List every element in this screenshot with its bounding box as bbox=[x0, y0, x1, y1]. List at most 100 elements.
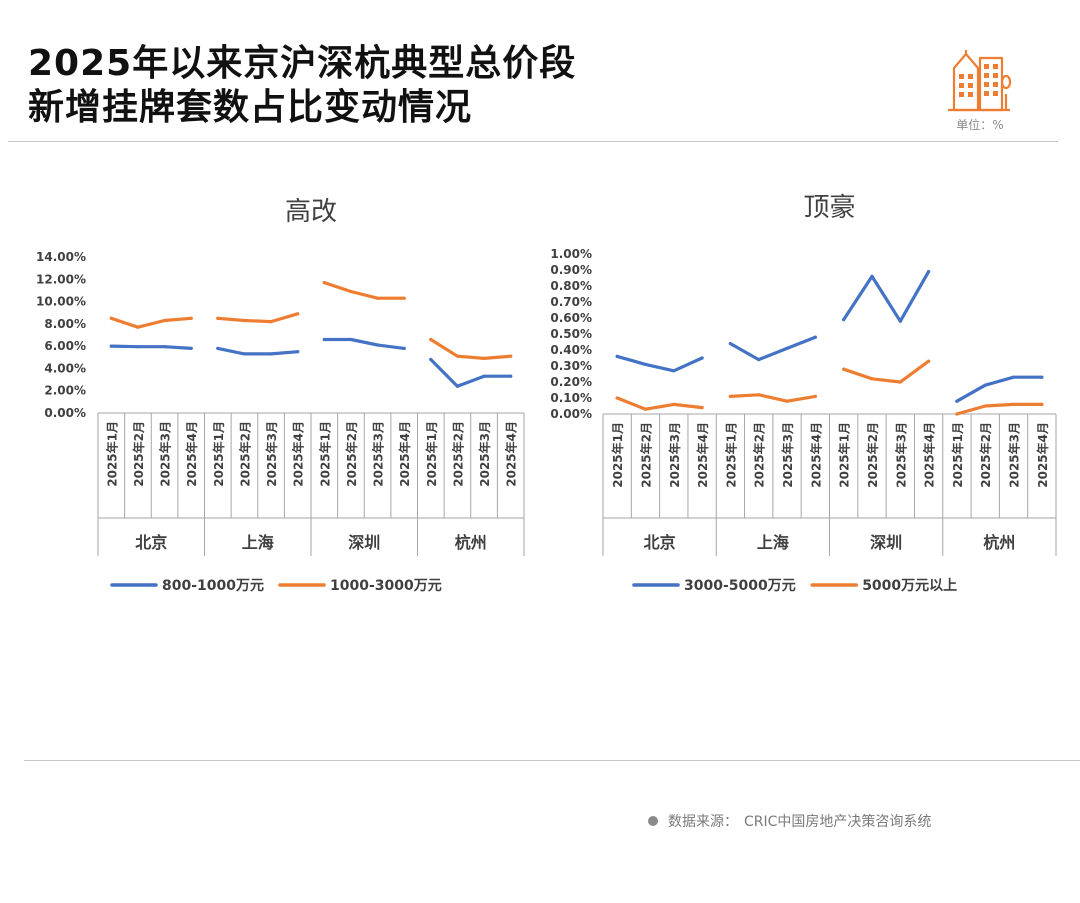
group-label: 杭州 bbox=[983, 533, 1015, 552]
data-point bbox=[482, 374, 486, 378]
data-point bbox=[136, 325, 140, 329]
x-tick-label: 2025年1月 bbox=[723, 422, 738, 488]
data-point bbox=[109, 344, 113, 348]
legend-label-1: 3000-5000万元 bbox=[684, 578, 796, 594]
data-point bbox=[728, 394, 733, 398]
data-point bbox=[189, 316, 193, 320]
data-point bbox=[926, 359, 931, 363]
y-tick-label: 0.50% bbox=[550, 327, 592, 341]
data-point bbox=[509, 354, 513, 358]
y-tick-label: 0.30% bbox=[550, 359, 592, 373]
series-line-2 bbox=[955, 402, 1044, 416]
data-point bbox=[216, 346, 220, 350]
y-tick-label: 10.00% bbox=[36, 295, 86, 309]
group-label: 北京 bbox=[135, 533, 167, 552]
x-tick-label: 2025年2月 bbox=[450, 421, 465, 487]
series-line-2 bbox=[842, 359, 931, 384]
data-point bbox=[509, 374, 513, 378]
x-tick-label: 2025年1月 bbox=[317, 421, 332, 487]
series-line-2 bbox=[728, 393, 817, 403]
data-point bbox=[898, 380, 902, 384]
data-point bbox=[429, 337, 433, 342]
data-point bbox=[375, 343, 380, 347]
data-point bbox=[842, 318, 846, 322]
data-point bbox=[296, 350, 300, 354]
y-tick-label: 0.20% bbox=[550, 375, 592, 389]
data-point bbox=[757, 358, 761, 362]
x-tick-label: 2025年3月 bbox=[371, 421, 386, 487]
legend-label-1: 800-1000万元 bbox=[162, 578, 264, 594]
data-point bbox=[482, 356, 486, 360]
data-point bbox=[615, 396, 619, 400]
x-tick-label: 2025年3月 bbox=[477, 421, 492, 487]
y-tick-label: 8.00% bbox=[44, 317, 86, 331]
data-point bbox=[189, 346, 193, 350]
title-line-2: 新增挂牌套数占比变动情况 bbox=[28, 87, 473, 128]
data-point bbox=[983, 383, 987, 387]
title-line-1: 2025年以来京沪深杭典型总价段 bbox=[28, 43, 577, 84]
x-tick-label: 2025年4月 bbox=[695, 422, 710, 488]
chart-luxury: 顶豪 0.00% 0.10% 0.20% 0.30% 0.40% 0.50% 0.60% 0.7… bbox=[550, 193, 1057, 594]
data-point bbox=[870, 274, 874, 278]
data-point bbox=[842, 367, 846, 371]
footer-divider bbox=[24, 760, 1080, 761]
legend-label-2: 5000万元以上 bbox=[862, 578, 957, 594]
y-tick-label: 6.00% bbox=[44, 339, 86, 353]
page-title: 2025年以来京沪深杭典型总价段 新增挂牌套数占比变动情况 bbox=[28, 42, 576, 130]
series-line-1 bbox=[955, 375, 1044, 403]
series-line-2 bbox=[216, 312, 300, 324]
y-tick-label: 0.80% bbox=[550, 279, 592, 293]
x-tick-label: 2025年3月 bbox=[667, 422, 682, 488]
data-point bbox=[700, 406, 704, 410]
data-point bbox=[402, 346, 406, 350]
data-point bbox=[813, 394, 817, 398]
x-tick-label: 2025年1月 bbox=[950, 422, 965, 488]
group-label: 上海 bbox=[757, 533, 789, 552]
data-point bbox=[615, 354, 619, 358]
data-point bbox=[296, 312, 300, 316]
data-point bbox=[1011, 402, 1016, 406]
data-point bbox=[322, 337, 326, 342]
x-tick-label: 2025年1月 bbox=[837, 422, 852, 488]
x-tick-label: 2025年4月 bbox=[504, 421, 519, 487]
series-line-2 bbox=[322, 281, 406, 300]
x-tick-label: 2025年1月 bbox=[104, 421, 119, 487]
data-point bbox=[983, 404, 987, 408]
series-line-1 bbox=[109, 344, 193, 350]
y-tick-label: 0.40% bbox=[550, 343, 592, 357]
x-tick-label: 2025年2月 bbox=[752, 422, 767, 488]
data-point bbox=[429, 357, 433, 362]
data-point bbox=[322, 281, 326, 285]
y-tick-label: 0.10% bbox=[550, 391, 592, 405]
data-point bbox=[898, 319, 902, 323]
y-tick-label: 0.00% bbox=[44, 406, 86, 420]
chart-title: 高改 bbox=[285, 197, 337, 227]
x-tick-label: 2025年4月 bbox=[1035, 422, 1050, 488]
data-point bbox=[955, 412, 959, 416]
x-tick-label: 2025年1月 bbox=[610, 422, 625, 488]
unit-label: 单位：% bbox=[956, 118, 1004, 132]
data-point bbox=[162, 345, 167, 349]
data-point bbox=[926, 270, 931, 274]
bullet-dot-icon bbox=[648, 816, 658, 826]
series-line-2 bbox=[429, 337, 513, 360]
x-tick-label: 2025年2月 bbox=[978, 422, 993, 488]
data-point bbox=[955, 399, 959, 403]
group-label: 上海 bbox=[242, 533, 274, 552]
series-line-1 bbox=[728, 335, 817, 362]
series-line-2 bbox=[109, 316, 193, 329]
series-line-1 bbox=[429, 357, 513, 388]
y-tick-label: 2.00% bbox=[44, 384, 86, 398]
data-point bbox=[643, 407, 648, 411]
source-label: 数据来源： bbox=[668, 814, 738, 830]
x-tick-label: 2025年4月 bbox=[808, 422, 823, 488]
data-point bbox=[242, 352, 247, 356]
data-point bbox=[728, 342, 733, 346]
group-label: 深圳 bbox=[870, 533, 902, 552]
x-tick-label: 2025年4月 bbox=[397, 421, 412, 487]
data-point bbox=[455, 384, 460, 388]
x-tick-label: 2025年4月 bbox=[184, 421, 199, 487]
data-source: 数据来源： CRIC中国房地产决策咨询系统 bbox=[648, 811, 931, 831]
data-point bbox=[109, 316, 113, 320]
data-point bbox=[672, 369, 676, 373]
